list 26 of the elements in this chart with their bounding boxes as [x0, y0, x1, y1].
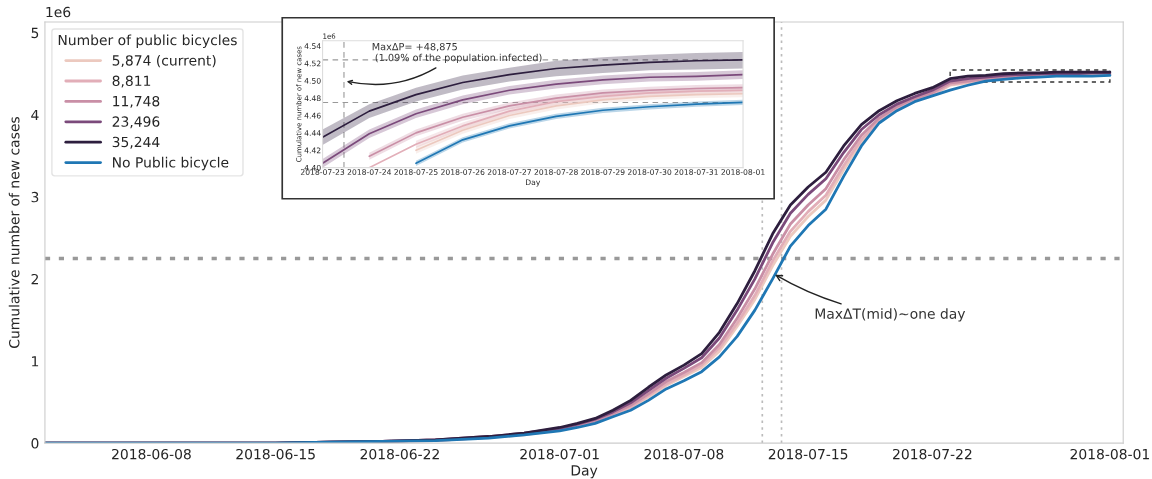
x-tick-label: 2018-07-15	[768, 448, 848, 460]
x-axis-title: Day	[571, 465, 598, 479]
text: 1e6	[46, 6, 71, 18]
y-tick-label: 5	[31, 27, 39, 39]
x-tick-label: 2018-08-01	[1070, 448, 1149, 460]
legend-label: 23,496	[112, 116, 160, 129]
legend-label: 11,748	[113, 95, 160, 108]
x-tick-label: 2018-07-08	[644, 448, 724, 460]
annotation: MaxΔP= +48,875 (1.09% of the population infected)	[372, 42, 542, 64]
x-tick-label: 2018-06-15	[236, 448, 315, 460]
y-tick-label: 3	[31, 191, 39, 203]
annotation: MaxΔT(mid)~one day	[815, 308, 966, 322]
y-tick-label: 4	[31, 109, 39, 121]
y-tick-label: 0	[31, 438, 39, 449]
y-axis-title: Cumulative number of new cases	[8, 117, 20, 348]
legend-title: Number of public bicycles	[58, 34, 237, 48]
legend-label: 8,811	[112, 75, 151, 88]
y-tick-label: 1	[32, 356, 39, 367]
legend-label: 5,874 (current)	[112, 54, 216, 68]
x-tick-label: 2018-06-22	[360, 448, 439, 460]
legend-label: 35,244	[112, 136, 160, 149]
legend-label: No Public bicycle	[113, 156, 229, 171]
y-tick-label: 2	[31, 273, 38, 285]
x-tick-label: 2018-07-22	[893, 448, 972, 460]
x-tick-label: 2018-06-08	[112, 448, 191, 460]
x-tick-label: 2018-07-01	[520, 448, 599, 460]
